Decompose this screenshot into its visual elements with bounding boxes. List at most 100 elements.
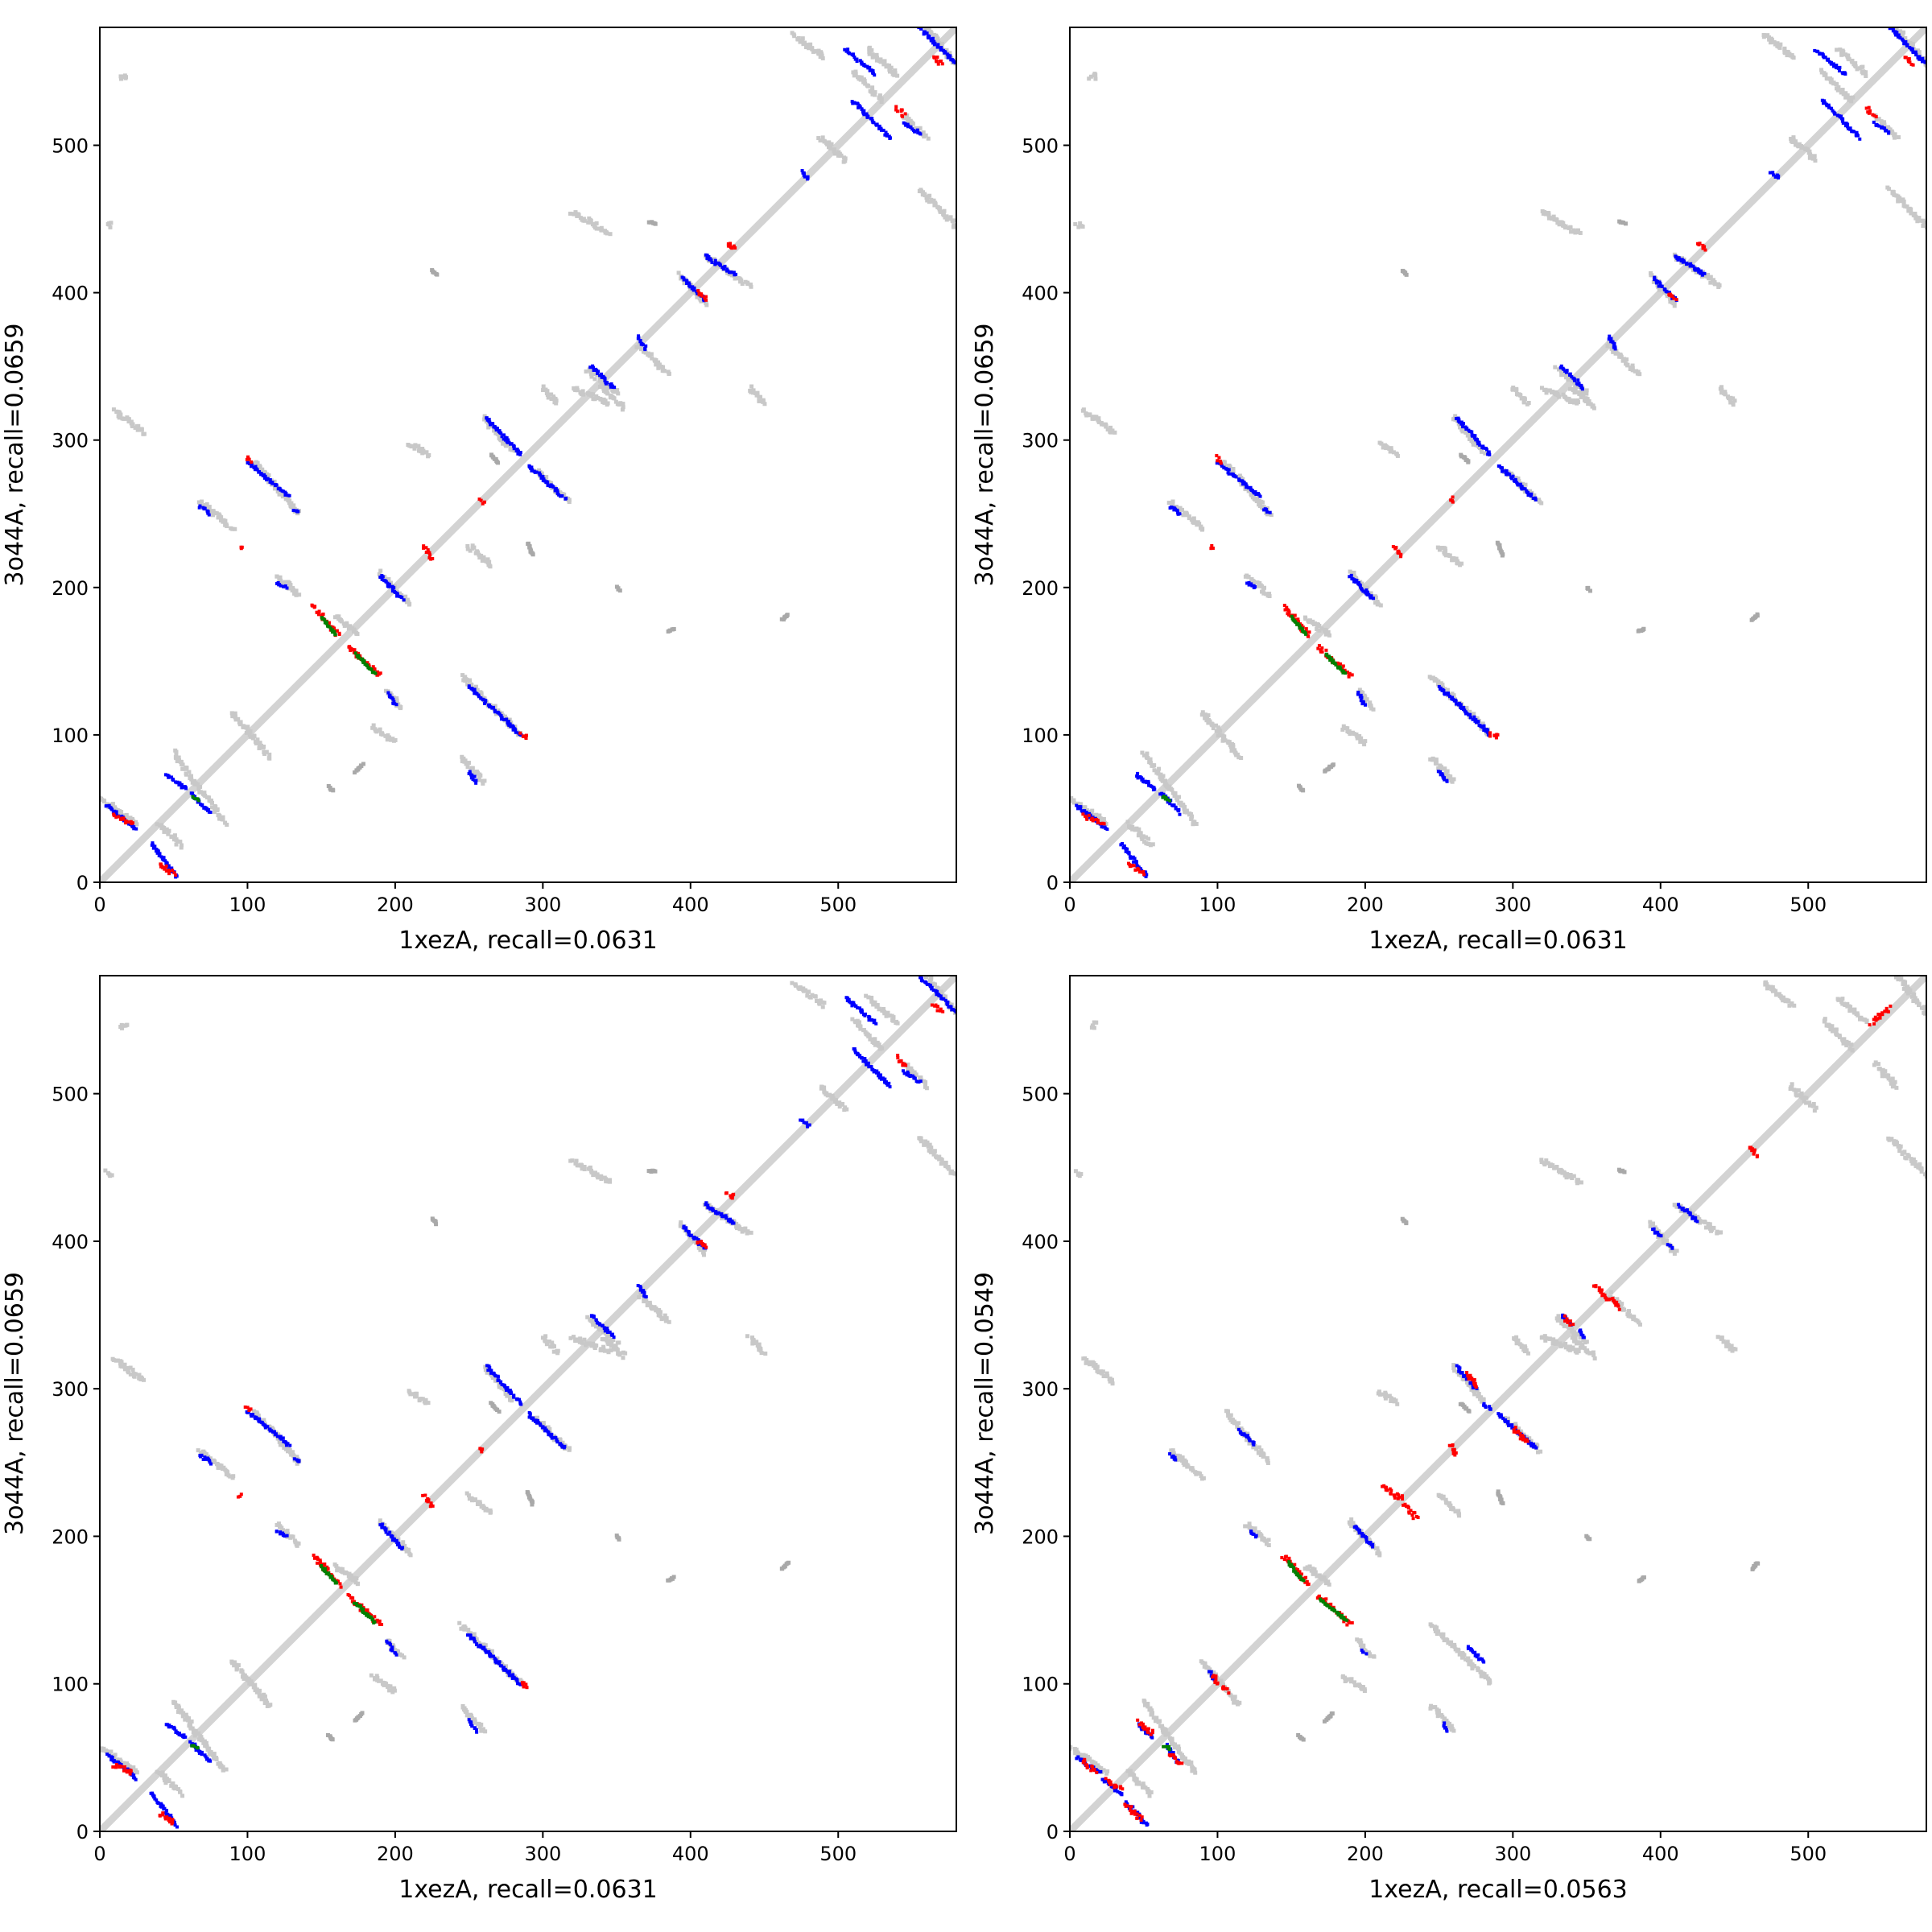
gray-contact-point	[378, 727, 382, 732]
gray-contact-point	[924, 1086, 929, 1091]
gray-contact-point	[873, 1037, 877, 1042]
blue-contact-point	[1846, 126, 1850, 130]
blue-contact-point	[692, 286, 696, 290]
red-contact-point	[1211, 547, 1215, 551]
red-contact-point	[1488, 734, 1492, 738]
gray-contact-point	[592, 372, 597, 377]
red-contact-point	[1090, 816, 1094, 820]
blue-contact-point	[1124, 849, 1128, 853]
gray-contact-point	[1567, 399, 1572, 404]
gray-contact-point	[828, 146, 833, 151]
gray-contact-point	[1841, 92, 1846, 97]
red-contact-point	[729, 245, 733, 249]
gray-contact-point	[1843, 95, 1848, 100]
gray-contact-point	[105, 1749, 109, 1754]
blue-contact-point	[393, 590, 397, 594]
blue-contact-point	[1516, 483, 1520, 487]
gray-contact-point	[289, 505, 294, 510]
gray-contact-point	[604, 1348, 609, 1353]
gray-contact-point	[1218, 729, 1223, 733]
gray-contact-point	[1203, 716, 1208, 720]
gray-contact-point	[610, 1337, 615, 1342]
red-contact-point	[1133, 868, 1137, 872]
blue-contact-point	[1843, 72, 1847, 76]
gray-contact-point	[493, 712, 498, 716]
blue-contact-point	[257, 470, 261, 474]
red-contact-point	[481, 502, 485, 506]
blue-contact-point	[1146, 781, 1150, 785]
gray-contact-point	[584, 369, 588, 374]
blue-contact-point	[877, 124, 881, 128]
gray-contact-point	[272, 479, 277, 484]
gray-contact-point	[926, 136, 931, 141]
blue-contact-point	[275, 483, 279, 487]
gray-contact-point	[1887, 187, 1892, 192]
red-contact-point	[1492, 734, 1496, 738]
gray-contact-point	[1254, 499, 1259, 504]
gray-contact-point	[290, 1450, 295, 1455]
gray-contact-point	[1089, 811, 1094, 815]
gray-contact-point	[1371, 707, 1376, 712]
gray-contact-point	[1828, 76, 1833, 81]
gray-contact-point	[124, 815, 129, 820]
gray-contact-point	[1166, 786, 1171, 791]
gray-contact-point	[244, 1675, 249, 1680]
gray-contact-point	[1558, 220, 1563, 225]
red-contact-point	[1137, 870, 1141, 874]
gray-contact-point	[1584, 388, 1589, 393]
gray-contact-point	[638, 344, 642, 349]
blue-contact-point	[1472, 436, 1476, 440]
blue-contact-point	[953, 60, 956, 64]
gray-contact-point	[1728, 397, 1732, 402]
gray-contact-point	[1101, 422, 1106, 427]
gray-contact-point	[1726, 394, 1731, 399]
gray-contact-point	[592, 377, 597, 382]
blue-contact-point	[863, 64, 867, 68]
blue-contact-point	[843, 47, 847, 52]
gray-contact-point	[493, 1378, 497, 1383]
blue-contact-point	[1473, 434, 1477, 438]
blue-contact-point	[1462, 708, 1466, 712]
gray-contact-point	[1483, 451, 1488, 456]
red-contact-point	[1394, 546, 1398, 550]
blue-contact-point	[855, 60, 859, 64]
gray-contact-point	[485, 560, 490, 565]
gray-contact-point	[288, 583, 293, 588]
gray-contact-point	[598, 1348, 603, 1352]
gray-contact-point	[1375, 602, 1380, 607]
gray-contact-point	[402, 1544, 407, 1549]
gray-contact-point	[676, 270, 681, 275]
gray-contact-point	[184, 766, 188, 771]
gray-contact-point	[257, 745, 262, 750]
blue-contact-point	[283, 584, 287, 588]
gray-contact-point	[892, 72, 897, 77]
y-tick-label: 300	[52, 430, 89, 452]
gray-contact-point	[1359, 736, 1364, 741]
gray-contact-point	[485, 557, 490, 562]
gray-contact-point	[906, 117, 911, 122]
blue-contact-point	[1891, 29, 1895, 33]
green-contact-point	[333, 633, 337, 637]
gray-contact-point	[1456, 561, 1461, 566]
darkgray-contact-point	[617, 588, 622, 593]
gray-contact-point	[1579, 394, 1583, 399]
gray-contact-point	[1549, 390, 1554, 394]
green-contact-point	[1330, 657, 1334, 661]
gray-contact-point	[748, 283, 753, 287]
red-contact-point	[1297, 620, 1301, 624]
blue-contact-point	[208, 811, 213, 815]
gray-contact-point	[220, 1466, 225, 1471]
gray-contact-point	[1812, 154, 1817, 159]
darkgray-contact-point	[1621, 221, 1626, 225]
gray-contact-point	[196, 782, 200, 787]
red-contact-point	[733, 246, 737, 250]
red-contact-point	[335, 629, 339, 633]
gray-contact-point	[1261, 588, 1265, 592]
gray-contact-point	[414, 1394, 419, 1399]
blue-contact-point	[1437, 684, 1441, 688]
gray-contact-point	[850, 1017, 855, 1022]
gray-contact-point	[497, 1383, 502, 1388]
gray-contact-point	[878, 1046, 883, 1051]
gray-contact-point	[695, 295, 700, 299]
blue-contact-point	[609, 382, 613, 386]
